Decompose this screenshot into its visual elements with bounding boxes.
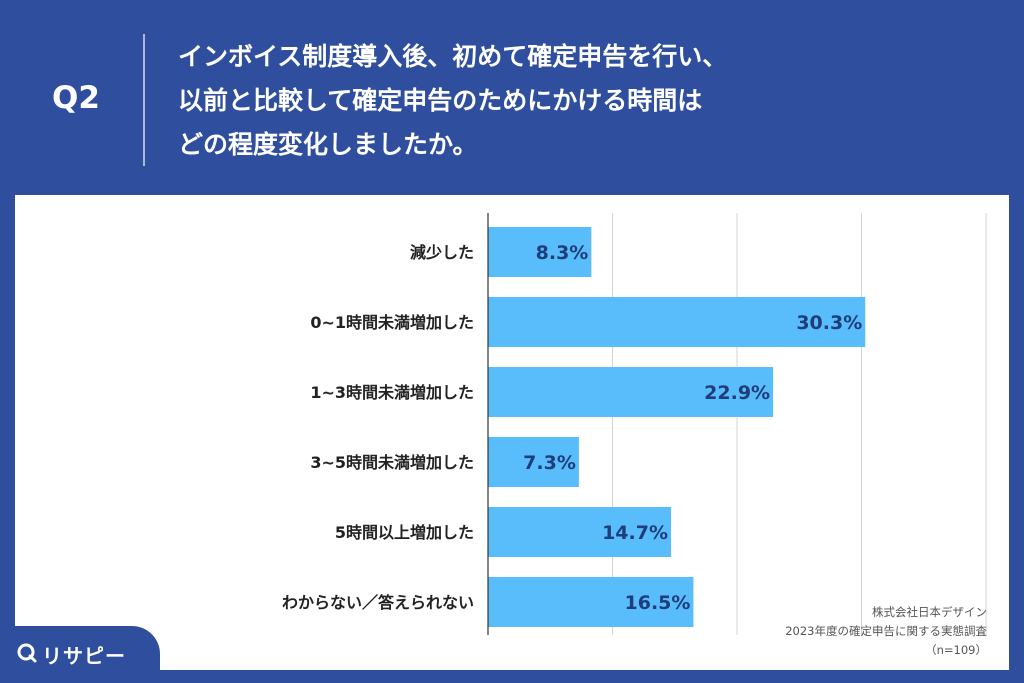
question-title-line-1: インボイス制度導入後、初めて確定申告を行い、 xyxy=(178,42,728,71)
brand-logo: リサピー xyxy=(0,626,160,683)
question-title: インボイス制度導入後、初めて確定申告を行い、 以前と比較して確定申告のためにかけ… xyxy=(178,35,727,167)
category-label: 1~3時間未満増加した xyxy=(310,383,474,402)
source-survey: 2023年度の確定申告に関する実態調査 xyxy=(785,624,987,638)
logo-mark-icon xyxy=(17,643,37,663)
bar xyxy=(488,577,694,627)
question-title-line-2: 以前と比較して確定申告のためにかける時間は xyxy=(178,86,703,115)
chart-panel: 8.3% 減少した 30.3% 0~1時間未満増加した 22.9% 1~3時間未満増加した… xyxy=(15,195,1009,670)
question-title-line-3: どの程度変化しましたか。 xyxy=(178,130,478,159)
header-divider xyxy=(143,34,145,166)
data-label: 14.7% xyxy=(602,522,668,544)
bar xyxy=(488,227,592,277)
bar xyxy=(488,437,579,487)
data-label: 8.3% xyxy=(536,242,589,264)
data-label: 30.3% xyxy=(796,312,862,334)
category-label: 5時間以上増加した xyxy=(335,523,474,542)
data-label: 22.9% xyxy=(704,382,770,404)
category-label: 3~5時間未満増加した xyxy=(310,453,474,472)
bar xyxy=(488,367,774,417)
source-company: 株式会社日本デザイン xyxy=(872,605,987,619)
header: Q2 インボイス制度導入後、初めて確定申告を行い、 以前と比較して確定申告のため… xyxy=(0,0,1024,195)
category-label: わからない／答えられない xyxy=(282,593,474,612)
data-label: 7.3% xyxy=(523,452,576,474)
source-note: 株式会社日本デザイン 2023年度の確定申告に関する実態調査 （n=109） xyxy=(785,603,987,660)
category-label: 0~1時間未満増加した xyxy=(310,313,474,332)
logo-text: リサピー xyxy=(42,644,126,668)
bar xyxy=(488,297,866,347)
bar xyxy=(488,507,672,557)
source-sample: （n=109） xyxy=(925,643,987,657)
bar-chart: 8.3% 減少した 30.3% 0~1時間未満増加した 22.9% 1~3時間未満増加した… xyxy=(282,213,987,635)
category-label: 減少した xyxy=(410,243,474,262)
data-label: 16.5% xyxy=(625,592,691,614)
question-label: Q2 xyxy=(52,80,100,116)
